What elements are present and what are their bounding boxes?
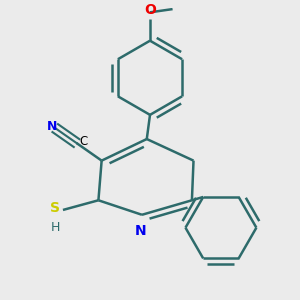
Text: N: N (47, 120, 57, 133)
Text: O: O (144, 3, 156, 17)
Text: H: H (51, 221, 60, 234)
Text: S: S (50, 201, 60, 215)
Text: N: N (134, 224, 146, 239)
Text: C: C (80, 135, 88, 148)
